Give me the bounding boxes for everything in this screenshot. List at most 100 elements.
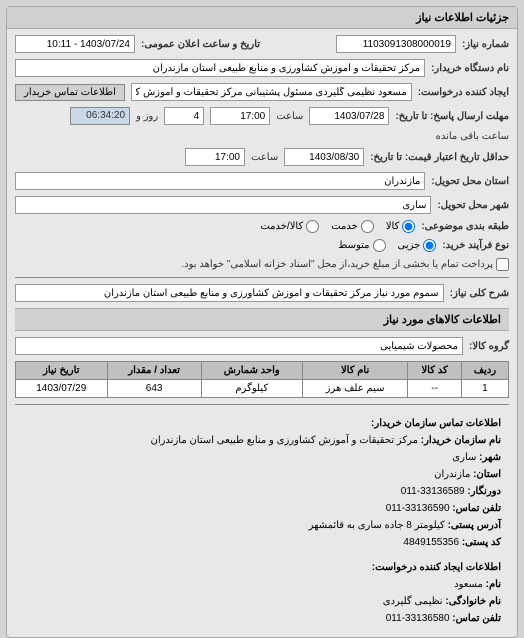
buyer-org-input[interactable] [15,59,425,77]
row-requester: ایجاد کننده درخواست: اطلاعات تماس خریدار [15,83,509,101]
province-label: استان محل تحویل: [431,176,509,187]
cell-date: 1403/07/29 [16,380,108,398]
contact-phone-label: تلفن تماس: [452,503,501,514]
validity-label: حداقل تاریخ اعتبار قیمت: تا تاریخ: [370,152,509,163]
contact-province-value: مازندران [434,469,470,480]
row-goods-group: گروه کالا: [15,337,509,355]
cat-goods-radio[interactable] [402,220,415,233]
goods-section-title: اطلاعات کالاهای مورد نیاز [15,308,509,331]
th-code: کد کالا [408,362,461,380]
cat-goods-option[interactable]: کالا [386,220,416,233]
req-phone-label: تلفن تماس: [452,613,501,624]
divider-2 [15,404,509,405]
time-label-2: ساعت [251,152,278,163]
city-input[interactable] [15,196,431,214]
th-unit: واحد شمارش [201,362,302,380]
panel-title: جزئیات اطلاعات نیاز [7,7,517,29]
province-input[interactable] [15,172,425,190]
cat-goods-service-option[interactable]: کالا/خدمت [260,220,319,233]
buy-type-radio-group: جزیی متوسط [338,239,436,252]
row-need-number: شماره نیاز: تاریخ و ساعت اعلان عمومی: [15,35,509,53]
announce-datetime-input[interactable] [15,35,135,53]
requester-input[interactable] [131,83,412,101]
partial-pay-label: پرداخت تمام یا بخشی از مبلغ خرید،از محل … [181,259,493,270]
row-buy-type: نوع فرآیند خرید: جزیی متوسط پرداخت تمام … [15,239,509,271]
row-city: شهر محل تحویل: [15,196,509,214]
row-validity: حداقل تاریخ اعتبار قیمت: تا تاریخ: ساعت [15,148,509,166]
contact-org-label: نام سازمان خریدار: [421,435,501,446]
cat-goods-label: کالا [386,221,400,232]
panel-body: شماره نیاز: تاریخ و ساعت اعلان عمومی: نا… [7,29,517,637]
req-name-value: مسعود [454,579,483,590]
cat-goods-service-label: کالا/خدمت [260,221,303,232]
partial-pay-option[interactable]: پرداخت تمام یا بخشی از مبلغ خرید،از محل … [181,258,509,271]
deadline-label: مهلت ارسال پاسخ: تا تاریخ: [395,111,509,122]
buy-medium-option[interactable]: متوسط [338,239,385,252]
buy-small-option[interactable]: جزیی [398,239,437,252]
buy-small-label: جزیی [398,240,421,251]
need-details-panel: جزئیات اطلاعات نیاز شماره نیاز: تاریخ و … [6,6,518,638]
desc-label: شرح کلی نیاز: [450,288,509,299]
validity-time-input[interactable] [185,148,245,166]
buyer-contact-block: اطلاعات تماس سازمان خریدار: نام سازمان خ… [15,411,509,555]
contact-postal-value: 4849155356 [403,537,459,548]
desc-input[interactable] [15,284,444,302]
category-radio-group: کالا خدمت کالا/خدمت [260,220,415,233]
contact-postal-label: کد پستی: [462,537,501,548]
row-buyer-org: نام دستگاه خریدار: [15,59,509,77]
remaining-label: ساعت باقی مانده [436,131,509,142]
th-name: نام کالا [302,362,408,380]
req-lastname-label: نام خانوادگی: [445,596,501,607]
table-header-row: ردیف کد کالا نام کالا واحد شمارش تعداد /… [16,362,509,380]
cat-service-label: خدمت [331,221,358,232]
contact-fax-label: دورنگار: [467,486,501,497]
partial-pay-checkbox[interactable] [496,258,509,271]
validity-date-input[interactable] [284,148,364,166]
th-qty: تعداد / مقدار [107,362,201,380]
cat-goods-service-radio[interactable] [306,220,319,233]
city-label: شهر محل تحویل: [437,200,509,211]
buy-medium-label: متوسط [338,240,369,251]
cell-code: -- [408,380,461,398]
deadline-time-input[interactable] [210,107,270,125]
days-count-input[interactable] [164,107,204,125]
requester-header: اطلاعات ایجاد کننده درخواست: [372,562,501,573]
countdown-display: 06:34:20 [70,107,130,125]
need-number-label: شماره نیاز: [462,39,509,50]
divider-1 [15,277,509,278]
requester-info-block: اطلاعات ایجاد کننده درخواست: نام: مسعود … [15,555,509,631]
th-rownum: ردیف [461,362,508,380]
need-number-input[interactable] [336,35,456,53]
requester-label: ایجاد کننده درخواست: [418,87,509,98]
contact-province-label: استان: [473,469,501,480]
th-date: تاریخ نیاز [16,362,108,380]
cell-rownum: 1 [461,380,508,398]
cell-qty: 643 [107,380,201,398]
cell-name: سیم علف هرز [302,380,408,398]
contact-address-label: آدرس پستی: [448,520,501,531]
contact-city-label: شهر: [479,452,501,463]
time-label-1: ساعت [276,111,303,122]
row-category: طبقه بندی موضوعی: کالا خدمت کالا/خدمت [15,220,509,233]
cat-service-radio[interactable] [361,220,374,233]
contact-fax-value: 33136589-011 [401,486,465,497]
contact-org-value: مرکز تحقیقات و آموزش کشاورزی و منابع طبی… [150,435,418,446]
table-row[interactable]: 1 -- سیم علف هرز کیلوگرم 643 1403/07/29 [16,380,509,398]
goods-group-input[interactable] [15,337,463,355]
contact-phone-value: 33136590-011 [386,503,450,514]
deadline-date-input[interactable] [309,107,389,125]
days-label: روز و [136,111,158,122]
buy-medium-radio[interactable] [373,239,386,252]
contact-city-value: ساری [452,452,476,463]
goods-table: ردیف کد کالا نام کالا واحد شمارش تعداد /… [15,361,509,398]
row-deadline: مهلت ارسال پاسخ: تا تاریخ: ساعت روز و 06… [15,107,509,142]
buyer-contact-button[interactable]: اطلاعات تماس خریدار [15,84,125,101]
contact-header: اطلاعات تماس سازمان خریدار: [371,418,501,429]
cell-unit: کیلوگرم [201,380,302,398]
buy-small-radio[interactable] [423,239,436,252]
req-phone-value: 33136580-011 [386,613,450,624]
cat-service-option[interactable]: خدمت [331,220,374,233]
buyer-org-label: نام دستگاه خریدار: [431,63,509,74]
req-name-label: نام: [486,579,501,590]
announce-datetime-label: تاریخ و ساعت اعلان عمومی: [141,39,260,50]
